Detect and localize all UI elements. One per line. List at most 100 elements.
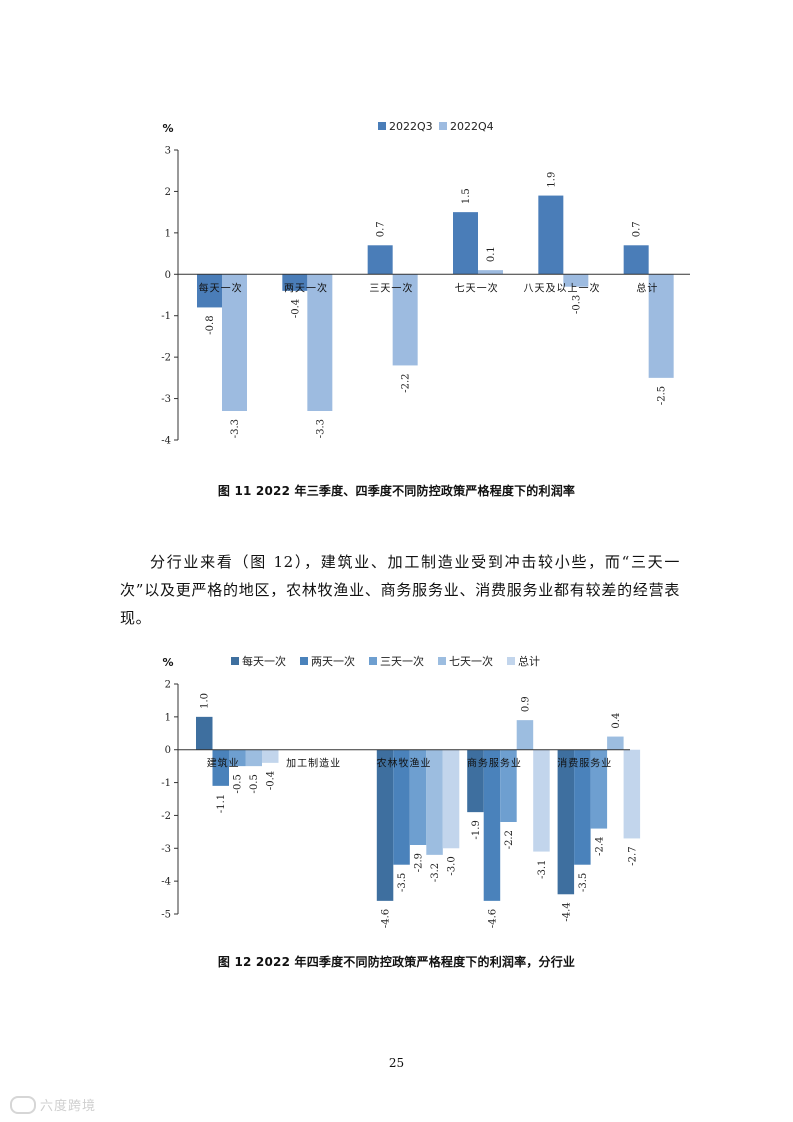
y-tick-label: -5	[161, 910, 171, 921]
data-label: -3.5	[578, 873, 589, 892]
data-label: -2.2	[401, 373, 412, 392]
watermark-logo-icon	[10, 1095, 36, 1114]
bar	[376, 749, 394, 901]
watermark: 六度跨境	[10, 1095, 96, 1114]
bar	[516, 720, 534, 750]
legend-swatch	[507, 657, 515, 665]
bar	[245, 749, 262, 767]
y-unit-label: %	[162, 122, 173, 135]
y-tick-label: 2	[165, 680, 171, 691]
bar	[590, 749, 608, 829]
category-label: 农林牧渔业	[377, 757, 432, 770]
category-label: 八天及以上一次	[524, 281, 601, 294]
bar	[623, 245, 649, 275]
bar	[453, 212, 478, 275]
bar	[393, 749, 410, 865]
data-label: -2.7	[627, 846, 638, 865]
body-paragraph: 分行业来看（图 12），建筑业、加工制造业受到冲击较小些，而“三天一次”以及更严…	[120, 553, 680, 627]
bar	[557, 749, 575, 895]
data-label: 1.5	[461, 188, 472, 204]
data-label: -0.8	[205, 315, 216, 334]
data-label: -3.5	[397, 873, 408, 892]
y-tick-label: -4	[161, 877, 171, 888]
legend-label: 总计	[518, 654, 540, 668]
bar	[442, 749, 460, 849]
data-label: -0.3	[571, 295, 582, 314]
bar	[538, 195, 564, 275]
data-label: 1.9	[546, 172, 557, 188]
y-tick-label: 1	[165, 712, 171, 723]
y-tick-label: 1	[165, 228, 171, 239]
data-label: -3.1	[537, 860, 548, 879]
data-label: 0.9	[520, 696, 531, 712]
bar	[467, 749, 484, 813]
legend-swatch	[439, 122, 447, 130]
data-label: -3.3	[315, 419, 326, 438]
legend-label: 两天一次	[311, 654, 355, 668]
bar	[623, 749, 641, 839]
bar	[648, 274, 674, 378]
y-tick-label: 0	[165, 270, 171, 281]
page-number: 25	[388, 1056, 405, 1070]
data-label: -0.4	[290, 299, 301, 318]
legend-label: 七天一次	[449, 654, 493, 668]
data-label: -2.9	[414, 853, 425, 872]
y-tick-label: -2	[161, 811, 171, 822]
y-tick-label: 0	[165, 745, 171, 756]
bar	[478, 270, 503, 275]
category-label: 建筑业	[207, 757, 240, 770]
bar	[483, 749, 501, 901]
y-tick-label: -3	[161, 394, 171, 405]
legend-swatch	[231, 657, 239, 665]
data-label: 0.7	[632, 221, 643, 237]
figure-11-chart: 3 2 1 0 -1 -2 -3 -4% 2022Q3 2022Q4 -0.8 -0.4 0.7 1.5 1…	[0, 110, 793, 460]
category-label: 消费服务业	[557, 757, 612, 770]
data-label: -3.3	[230, 419, 241, 438]
bar	[500, 749, 517, 822]
bar	[426, 749, 443, 855]
legend-swatch	[378, 122, 386, 130]
y-tick-label: -4	[161, 436, 171, 447]
bar	[229, 749, 246, 767]
legend-label: 2022Q3	[389, 120, 433, 133]
bar	[197, 274, 222, 308]
y-tick-label: 2	[165, 187, 171, 198]
bar	[262, 749, 279, 763]
data-label: -4.6	[487, 909, 498, 928]
category-label: 七天一次	[455, 281, 499, 294]
bar	[563, 274, 589, 287]
y-tick-label: -2	[161, 353, 171, 364]
y-tick-label: -3	[161, 844, 171, 855]
figure-12-svg: 2 1 0 -1 -2 -3 -4 -5% 每天一次 两天一次 三天一次 七天一次 总计 1.0 -4.6 -…	[161, 654, 641, 928]
bar	[212, 749, 229, 786]
figure-12-chart: 2 1 0 -1 -2 -3 -4 -5% 每天一次 两天一次 三天一次 七天一次 总计 1.0 -4.6 -…	[0, 645, 793, 930]
data-label: -2.4	[594, 837, 605, 856]
data-label: -3.2	[430, 863, 441, 882]
legend-label: 2022Q4	[450, 120, 494, 133]
data-label: -2.5	[657, 386, 668, 405]
bar	[533, 749, 550, 852]
data-label: -1.9	[471, 820, 482, 839]
figure-12-caption: 图 12 2022 年四季度不同防控政策严格程度下的利润率，分行业	[217, 955, 576, 969]
data-label: -1.1	[216, 794, 227, 813]
data-label: -0.4	[266, 771, 277, 790]
category-label: 两天一次	[284, 281, 328, 294]
y-tick-label: -1	[161, 311, 171, 322]
data-label: -4.6	[381, 909, 392, 928]
bar	[307, 274, 333, 411]
data-label: -3.0	[447, 856, 458, 875]
y-tick-label: -1	[161, 778, 171, 789]
legend-swatch	[438, 657, 446, 665]
legend-swatch	[369, 657, 377, 665]
data-label: 0.1	[486, 246, 497, 262]
figure-11-svg: 3 2 1 0 -1 -2 -3 -4% 2022Q3 2022Q4 -0.8 -0.4 0.7 1.5 1…	[161, 120, 690, 447]
bar	[222, 274, 247, 411]
data-label: 0.4	[611, 713, 622, 729]
data-label: -0.5	[233, 774, 244, 793]
data-label: 1.0	[200, 693, 211, 709]
bar	[392, 274, 418, 366]
category-label: 总计	[636, 281, 658, 294]
category-label: 三天一次	[369, 281, 413, 294]
bar	[607, 736, 624, 750]
category-label: 加工制造业	[286, 757, 341, 770]
